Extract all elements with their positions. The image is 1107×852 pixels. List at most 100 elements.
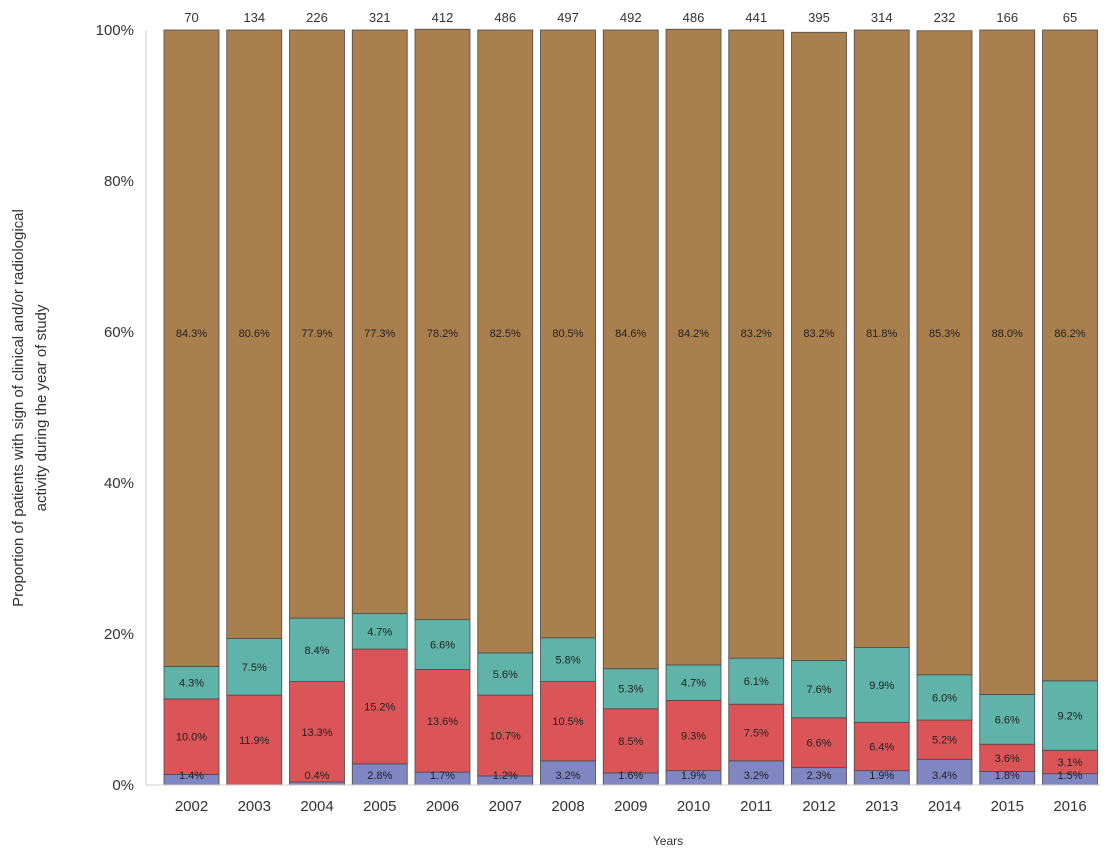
bar-group-2009: 1.6% 8.5% 5.3% 84.6%	[603, 30, 658, 785]
bar-segment	[792, 32, 847, 660]
segment-value-label: 0.4%	[304, 770, 329, 782]
segment-value-label: 2.8%	[367, 770, 392, 782]
segment-value-label: 6.0%	[932, 692, 957, 704]
bar-group-2004: 0.4%13.3%8.4%77.9%	[290, 30, 345, 785]
segment-value-label: 83.2%	[803, 328, 834, 340]
y-axis-title-line-2: activity during the year of study	[33, 304, 50, 511]
x-tick-label: 2013	[865, 798, 898, 815]
bar-group-2012: 2.3% 6.6% 7.6% 83.2%	[792, 32, 847, 785]
n-count-label: 492	[620, 10, 642, 25]
x-tick-label: 2002	[175, 798, 208, 815]
x-tick-label: 2003	[238, 798, 271, 815]
n-count-label: 497	[557, 10, 579, 25]
x-tick-label: 2012	[802, 798, 835, 815]
segment-value-label: 83.2%	[741, 328, 772, 340]
x-tick-label: 2014	[928, 798, 961, 815]
segment-value-label: 13.3%	[301, 727, 332, 739]
n-count-label: 134	[243, 10, 265, 25]
segment-value-label: 80.5%	[552, 328, 583, 340]
x-tick-label: 2005	[363, 798, 396, 815]
segment-value-label: 80.6%	[239, 328, 270, 340]
segment-value-label: 5.2%	[932, 735, 957, 747]
y-tick-label: 100%	[96, 22, 134, 39]
bar-group-2005: 2.8%15.2%4.7%77.3%	[352, 30, 407, 785]
segment-value-label: 1.4%	[179, 770, 204, 782]
segment-value-label: 7.5%	[744, 728, 769, 740]
bar-group-2011: 3.2%7.5%6.1%83.2%	[729, 30, 784, 785]
x-axis-title: Years	[653, 834, 683, 848]
segment-value-label: 10.7%	[490, 731, 521, 743]
bar-segment	[164, 30, 219, 666]
bar-segment	[352, 30, 407, 614]
bar-segment	[729, 30, 784, 658]
segment-value-label: 1.6%	[618, 770, 643, 782]
x-tick-label: 2011	[740, 798, 772, 815]
bar-group-2008: 3.2%10.5%5.8%80.5%	[541, 30, 596, 785]
segment-value-label: 10.5%	[552, 716, 583, 728]
bar-segment	[478, 30, 533, 653]
x-tick-label: 2010	[677, 798, 710, 815]
n-count-label: 232	[934, 10, 956, 25]
segment-value-label: 6.6%	[806, 738, 831, 750]
segment-value-label: 1.5%	[1057, 770, 1082, 782]
segment-value-label: 1.2%	[493, 770, 518, 782]
y-tick-label: 80%	[104, 173, 134, 190]
bar-group-2006: 1.7% 13.6% 6.6% 78.2%	[415, 29, 470, 785]
segment-value-label: 3.1%	[1057, 757, 1082, 769]
y-axis-title-line-1: Proportion of patients with sign of clin…	[10, 209, 27, 607]
n-count-label: 412	[432, 10, 454, 25]
segment-value-label: 5.6%	[493, 669, 518, 681]
bar-segment	[980, 30, 1035, 694]
n-count-label: 486	[683, 10, 705, 25]
segment-value-label: 5.3%	[618, 684, 643, 696]
n-count-label: 395	[808, 10, 830, 25]
segment-value-label: 10.0%	[176, 732, 207, 744]
segment-value-label: 3.6%	[995, 753, 1020, 765]
bar-group-2013: 1.9% 6.4% 9.9% 81.8%	[854, 30, 909, 785]
y-tick-label: 60%	[104, 324, 134, 341]
bar-segment	[917, 31, 972, 675]
y-tick-label: 0%	[112, 777, 134, 794]
segment-value-label: 9.2%	[1057, 711, 1082, 723]
segment-value-label: 81.8%	[866, 328, 897, 340]
bar-segment	[1043, 30, 1098, 681]
segment-value-label: 84.3%	[176, 328, 207, 340]
segment-value-label: 4.3%	[179, 678, 204, 690]
bar-group-2016: 1.5%3.1% 9.2% 86.2%	[1043, 30, 1098, 785]
segment-value-label: 4.7%	[367, 626, 392, 638]
n-count-label: 70	[184, 10, 198, 25]
segment-value-label: 4.7%	[681, 678, 706, 690]
bar-group-2002: 1.4% 10.0% 4.3% 84.3%	[164, 30, 219, 785]
n-count-label: 486	[494, 10, 516, 25]
segment-value-label: 86.2%	[1054, 328, 1085, 340]
segment-value-label: 2.3%	[806, 770, 831, 782]
bar-segment	[290, 30, 345, 618]
x-tick-label: 2007	[489, 798, 522, 815]
bar-segment	[415, 29, 470, 619]
segment-value-label: 3.2%	[744, 770, 769, 782]
segment-value-label: 1.8%	[995, 770, 1020, 782]
segment-value-label: 6.6%	[995, 714, 1020, 726]
segment-value-label: 77.9%	[301, 328, 332, 340]
segment-value-label: 1.9%	[869, 770, 894, 782]
segment-value-label: 82.5%	[490, 328, 521, 340]
y-tick-label: 40%	[104, 475, 134, 492]
bar-segment	[666, 29, 721, 665]
segment-value-label: 88.0%	[992, 328, 1023, 340]
segment-value-label: 84.6%	[615, 328, 646, 340]
segment-value-label: 77.3%	[364, 328, 395, 340]
bar-group-2015: 1.8% 3.6% 6.6% 88.0%	[980, 30, 1035, 785]
x-tick-label: 2015	[991, 798, 1024, 815]
n-labels: 70 134 226 321 412 486 497 492 486 441 395 314 232 16…	[184, 10, 1077, 25]
bar-group-2010: 1.9% 9.3% 4.7% 84.2%	[666, 29, 721, 785]
segment-value-label: 6.6%	[430, 640, 455, 652]
segment-value-label: 9.9%	[869, 680, 894, 692]
bar-groups: 1.4% 10.0% 4.3% 84.3% 11.9% 7.5% 80.6% 0.4% 13.3…	[164, 29, 1098, 785]
n-count-label: 65	[1063, 10, 1077, 25]
n-count-label: 166	[996, 10, 1018, 25]
x-tick-label: 2006	[426, 798, 459, 815]
segment-value-label: 7.5%	[242, 662, 267, 674]
segment-value-label: 8.5%	[618, 736, 643, 748]
x-tick-label: 2004	[300, 798, 333, 815]
